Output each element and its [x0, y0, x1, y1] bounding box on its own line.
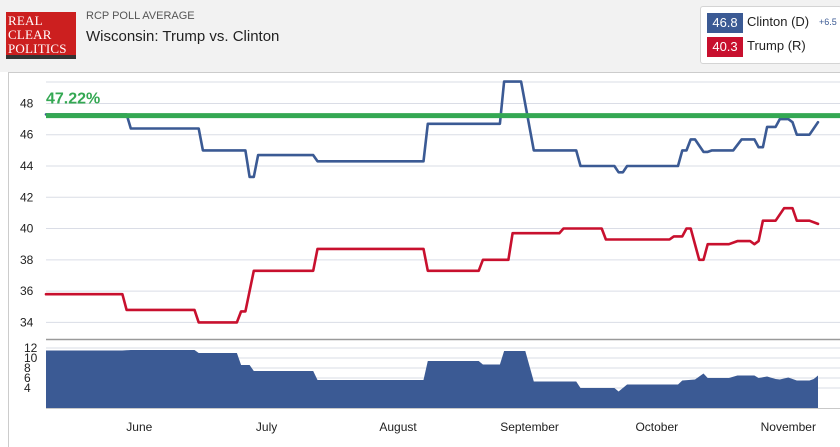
header: REAL CLEAR POLITICS RCP POLL AVERAGE Wis… [0, 0, 840, 72]
spread-area-layer [46, 350, 818, 408]
x-tick-label: September [500, 420, 559, 434]
lower-y-tick-label: 10 [24, 351, 38, 365]
logo-line-2: CLEAR [8, 27, 52, 42]
logo-line-1: REAL [8, 13, 43, 28]
y-tick-label: 48 [20, 96, 34, 110]
trump-line [44, 206, 820, 324]
current-value-label: 47.22% [46, 91, 100, 108]
lower-y-tick-label: 8 [24, 361, 31, 375]
series-layer [44, 80, 820, 324]
y-tick-label: 36 [20, 284, 34, 298]
legend-row-clinton[interactable]: 46.8 Clinton (D) +6.5 [707, 13, 837, 33]
y-tick-label: 46 [20, 128, 34, 142]
rcp-logo[interactable]: REAL CLEAR POLITICS [6, 12, 76, 58]
logo-line-3: POLITICS [8, 41, 67, 56]
x-tick-labels: June July August September October November [126, 420, 816, 434]
candidate-legend: 46.8 Clinton (D) +6.5 40.3 Trump (R) [700, 6, 840, 64]
x-tick-label: October [635, 420, 678, 434]
trump-label: Trump (R) [747, 38, 806, 53]
lower-y-tick-label: 4 [24, 381, 31, 395]
lower-y-tick-label: 6 [24, 371, 31, 385]
y-tick-label: 38 [20, 253, 34, 267]
clinton-label: Clinton (D) [747, 14, 810, 29]
y-tick-label: 40 [20, 222, 34, 236]
chart-title: Wisconsin: Trump vs. Clinton [86, 28, 280, 45]
x-tick-label: November [761, 420, 816, 434]
trump-value-badge: 40.3 [707, 37, 743, 57]
y-tick-label: 44 [20, 159, 34, 173]
poll-average-kicker: RCP POLL AVERAGE [86, 10, 195, 22]
x-tick-label: August [379, 420, 417, 434]
spread-area [46, 350, 818, 408]
x-tick-label: July [256, 420, 277, 434]
x-tick-label: June [126, 420, 152, 434]
clinton-spread: +6.5 [819, 17, 837, 27]
logo-underline [6, 55, 76, 59]
lower-y-tick-label: 12 [24, 341, 38, 355]
y-tick-label: 34 [20, 315, 34, 329]
legend-row-trump[interactable]: 40.3 Trump (R) [707, 37, 837, 57]
clinton-line [44, 80, 820, 179]
y-tick-label: 42 [20, 190, 34, 204]
clinton-value-badge: 46.8 [707, 13, 743, 33]
upper-gridlines [46, 81, 840, 341]
reference-layer: 47.22% [46, 91, 840, 119]
